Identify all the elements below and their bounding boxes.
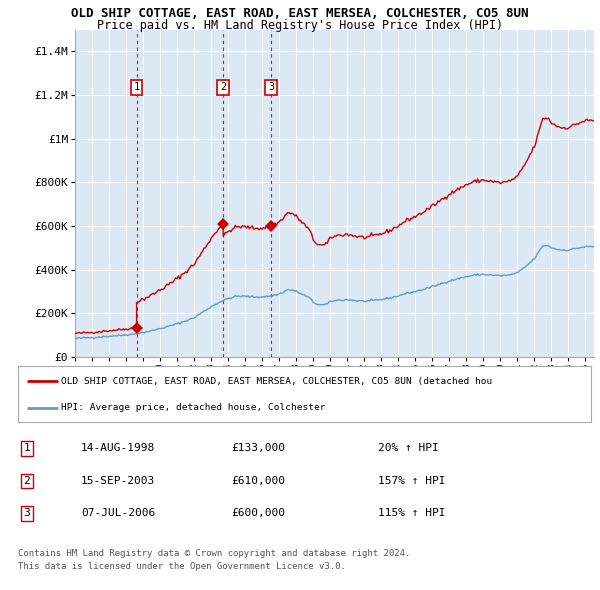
Text: 07-JUL-2006: 07-JUL-2006 [81, 509, 155, 518]
Text: 14-AUG-1998: 14-AUG-1998 [81, 444, 155, 453]
Text: 1: 1 [23, 444, 31, 453]
Text: 2: 2 [23, 476, 31, 486]
Text: £600,000: £600,000 [231, 509, 285, 518]
Text: £133,000: £133,000 [231, 444, 285, 453]
Text: OLD SHIP COTTAGE, EAST ROAD, EAST MERSEA, COLCHESTER, CO5 8UN (detached hou: OLD SHIP COTTAGE, EAST ROAD, EAST MERSEA… [61, 377, 492, 386]
Text: £610,000: £610,000 [231, 476, 285, 486]
Text: Price paid vs. HM Land Registry's House Price Index (HPI): Price paid vs. HM Land Registry's House … [97, 19, 503, 32]
Text: 3: 3 [23, 509, 31, 518]
Text: This data is licensed under the Open Government Licence v3.0.: This data is licensed under the Open Gov… [18, 562, 346, 571]
Text: 2: 2 [220, 83, 226, 93]
Text: 3: 3 [268, 83, 274, 93]
Text: Contains HM Land Registry data © Crown copyright and database right 2024.: Contains HM Land Registry data © Crown c… [18, 549, 410, 558]
Text: 15-SEP-2003: 15-SEP-2003 [81, 476, 155, 486]
Text: 20% ↑ HPI: 20% ↑ HPI [378, 444, 439, 453]
Text: 1: 1 [133, 83, 140, 93]
Text: OLD SHIP COTTAGE, EAST ROAD, EAST MERSEA, COLCHESTER, CO5 8UN: OLD SHIP COTTAGE, EAST ROAD, EAST MERSEA… [71, 7, 529, 20]
Text: HPI: Average price, detached house, Colchester: HPI: Average price, detached house, Colc… [61, 404, 325, 412]
Text: 115% ↑ HPI: 115% ↑ HPI [378, 509, 445, 518]
Text: 157% ↑ HPI: 157% ↑ HPI [378, 476, 445, 486]
